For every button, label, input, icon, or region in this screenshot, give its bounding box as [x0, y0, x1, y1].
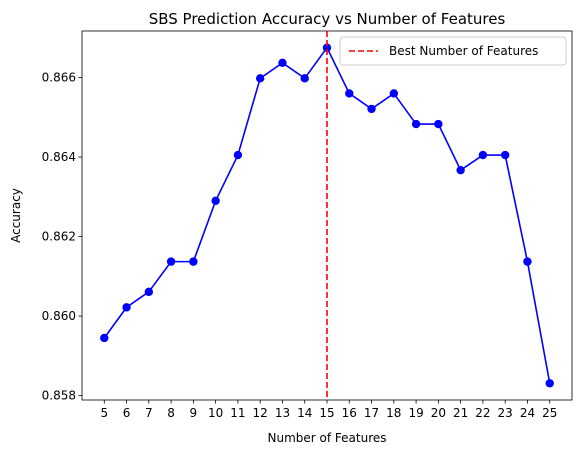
x-tick-label: 11	[230, 406, 245, 420]
data-point	[411, 119, 421, 129]
data-point	[367, 104, 376, 114]
x-tick-label: 24	[520, 406, 535, 420]
data-point	[434, 119, 443, 129]
data-point	[300, 74, 309, 83]
y-axis-label: Accuracy	[9, 188, 23, 243]
legend: Best Number of Features	[339, 36, 567, 66]
x-tick-label: 20	[431, 406, 446, 420]
data-point	[100, 333, 109, 343]
data-point	[278, 58, 287, 68]
x-tick-label: 9	[190, 406, 198, 420]
x-tick-label: 14	[297, 406, 312, 420]
x-axis-label: Number of Features	[268, 431, 387, 445]
y-tick-label: 0.860	[42, 309, 76, 323]
x-tick-label: 18	[386, 406, 401, 420]
x-axis: 5 6 7 8 9 10 11 12 13 14 15 16 17 18 19 20 21 22 23 24 25	[100, 400, 557, 420]
data-point	[255, 74, 265, 83]
data-point	[322, 43, 332, 52]
y-tick-label: 0.862	[42, 230, 76, 244]
x-tick-label: 25	[542, 406, 557, 420]
data-point	[189, 257, 198, 266]
x-tick-label: 21	[453, 406, 468, 420]
legend-label: Best Number of Features	[389, 44, 538, 58]
data-point	[144, 287, 154, 297]
x-tick-label: 19	[408, 406, 423, 420]
data-point	[478, 150, 488, 160]
accuracy-points	[100, 43, 554, 388]
x-tick-label: 16	[342, 406, 357, 420]
x-tick-label: 22	[475, 406, 490, 420]
chart-title: SBS Prediction Accuracy vs Number of Fea…	[149, 10, 506, 28]
y-tick-label: 0.866	[42, 71, 76, 85]
x-tick-label: 15	[319, 406, 334, 420]
x-tick-label: 6	[123, 406, 131, 420]
data-point	[211, 196, 220, 205]
data-point	[545, 379, 554, 388]
x-tick-label: 5	[100, 406, 108, 420]
data-point	[500, 150, 510, 160]
x-tick-label: 23	[498, 406, 513, 420]
x-tick-label: 17	[364, 406, 379, 420]
x-tick-label: 8	[167, 406, 175, 420]
y-tick-label: 0.858	[42, 389, 76, 403]
x-tick-label: 12	[253, 406, 268, 420]
legend-box	[339, 36, 567, 66]
data-point	[523, 257, 532, 266]
x-tick-label: 13	[275, 406, 290, 420]
y-tick-label: 0.864	[42, 150, 76, 164]
data-point	[122, 303, 131, 312]
data-point	[456, 165, 465, 175]
x-tick-label: 10	[208, 406, 223, 420]
x-tick-label: 7	[145, 406, 153, 420]
data-point	[233, 150, 243, 160]
data-point	[345, 89, 354, 98]
y-axis: 0.858 0.860 0.862 0.864 0.866	[42, 71, 82, 403]
data-point	[389, 89, 399, 98]
data-point	[166, 257, 176, 266]
